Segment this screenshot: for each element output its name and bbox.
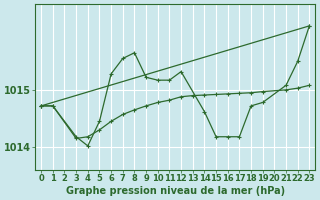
X-axis label: Graphe pression niveau de la mer (hPa): Graphe pression niveau de la mer (hPa) [66, 186, 285, 196]
